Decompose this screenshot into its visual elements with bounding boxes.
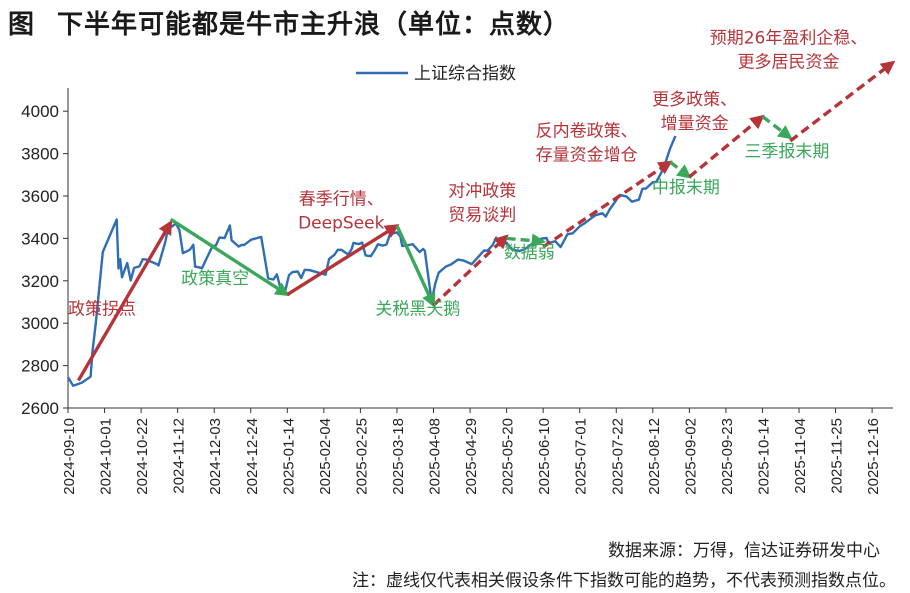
x-tick-label: 2025-12-16: [865, 418, 882, 495]
y-tick-label: 4000: [21, 102, 59, 121]
trend-arrow-red-dashed: [542, 160, 673, 249]
x-tick-label: 2024-09-10: [61, 418, 78, 495]
annotation-label: 关税黑天鹅: [375, 300, 460, 320]
x-tick-label: 2025-02-04: [317, 418, 334, 495]
trend-arrow-red: [76, 220, 173, 382]
trend-arrow-red-dashed: [688, 114, 765, 179]
x-tick-label: 2025-04-29: [463, 418, 480, 495]
annotation-line: 存量资金增仓: [536, 146, 638, 166]
annotation-label: 政策拐点: [68, 300, 136, 320]
annotation-label: 反内卷政策、存量资金增仓: [536, 122, 638, 166]
annotation-line: 反内卷政策、: [536, 122, 638, 142]
annotation-line: DeepSeek: [298, 213, 385, 233]
annotation-label: 春季行情、 DeepSeek: [298, 189, 385, 233]
annotation-line: 预期26年盈利企稳、: [710, 28, 868, 48]
annotation-line: 政策真空: [181, 269, 249, 289]
annotation-label: 三季报末期: [744, 142, 829, 162]
x-tick-label: 2025-11-25: [829, 418, 846, 494]
y-tick-label: 3400: [21, 229, 59, 248]
annotation-line: 中报末期: [652, 178, 720, 198]
y-tick-label: 2800: [21, 357, 59, 376]
trend-arrow-green-dashed: [506, 233, 547, 248]
x-tick-label: 2025-02-25: [353, 418, 370, 495]
trend-arrow-green: [395, 224, 436, 308]
annotation-label: 数据弱: [504, 243, 555, 263]
annotation-label: 中报末期: [652, 178, 720, 198]
trend-arrow-red: [286, 224, 400, 297]
x-tick-label: 2025-10-14: [755, 418, 772, 495]
x-tick-label: 2025-11-04: [792, 418, 809, 494]
title-text: 下半年可能都是牛市主升浪（单位：点数）: [57, 10, 571, 40]
annotation-line: 关税黑天鹅: [375, 300, 460, 320]
annotation-line: 数据弱: [504, 243, 555, 263]
trend-arrow-green: [169, 217, 290, 297]
x-tick-label: 2024-12-03: [207, 418, 224, 495]
annotation-line: 更多居民资金: [738, 52, 840, 72]
annotation-line: 三季报末期: [744, 142, 829, 162]
x-tick-label: 2025-07-22: [609, 418, 626, 495]
x-tick-label: 2025-03-18: [390, 418, 407, 495]
trend-arrow-red-dashed: [432, 234, 509, 307]
x-tick-label: 2025-04-08: [427, 418, 444, 495]
trend-arrow-green-dashed: [669, 160, 692, 179]
annotation-line: 贸易谈判: [448, 205, 516, 225]
annotation-line: 政策拐点: [68, 300, 136, 320]
series-line-shanghai-composite: [66, 135, 677, 387]
x-tick-label: 2025-09-23: [719, 418, 736, 495]
disclaimer-note: 注：虚线仅代表相关假设条件下指数可能的趋势，不代表预测指数点位。: [352, 571, 896, 591]
y-tick-label: 2600: [21, 399, 59, 418]
x-tick-label: 2024-11-12: [171, 418, 188, 494]
y-tick-label: 3000: [21, 314, 59, 333]
trend-arrow-red-dashed: [789, 60, 896, 143]
annotation-line: 增量资金: [661, 114, 729, 134]
annotation-label: 更多政策、增量资金: [652, 90, 737, 134]
chart-title: 图下半年可能都是牛市主升浪（单位：点数）: [8, 4, 570, 41]
annotation-line: 春季行情、: [299, 189, 384, 209]
figure-label: 图: [8, 10, 36, 40]
x-tick-label: 2025-08-12: [646, 418, 663, 495]
y-tick-label: 3600: [21, 187, 59, 206]
x-tick-label: 2025-09-02: [682, 418, 699, 495]
x-tick-label: 2025-01-14: [280, 418, 297, 495]
annotation-label: 政策真空: [181, 269, 249, 289]
x-tick-label: 2025-06-10: [536, 418, 553, 495]
annotation-line: 更多政策、: [652, 90, 737, 110]
annotation-line: 对冲政策: [448, 181, 516, 201]
y-tick-label: 3200: [21, 272, 59, 291]
legend-label: 上证综合指数: [414, 64, 516, 84]
x-tick-label: 2024-12-24: [244, 418, 261, 495]
annotation-label: 对冲政策贸易谈判: [448, 181, 516, 225]
annotation-label: 预期26年盈利企稳、更多居民资金: [710, 28, 868, 72]
y-tick-label: 3800: [21, 145, 59, 164]
source-note: 数据来源：万得，信达证券研发中心: [608, 541, 880, 561]
trend-arrow-green-dashed: [761, 115, 793, 140]
x-tick-label: 2025-07-01: [573, 418, 590, 495]
x-tick-label: 2024-10-01: [98, 418, 115, 495]
x-tick-label: 2024-10-22: [134, 418, 151, 495]
x-tick-label: 2025-05-20: [500, 418, 517, 495]
